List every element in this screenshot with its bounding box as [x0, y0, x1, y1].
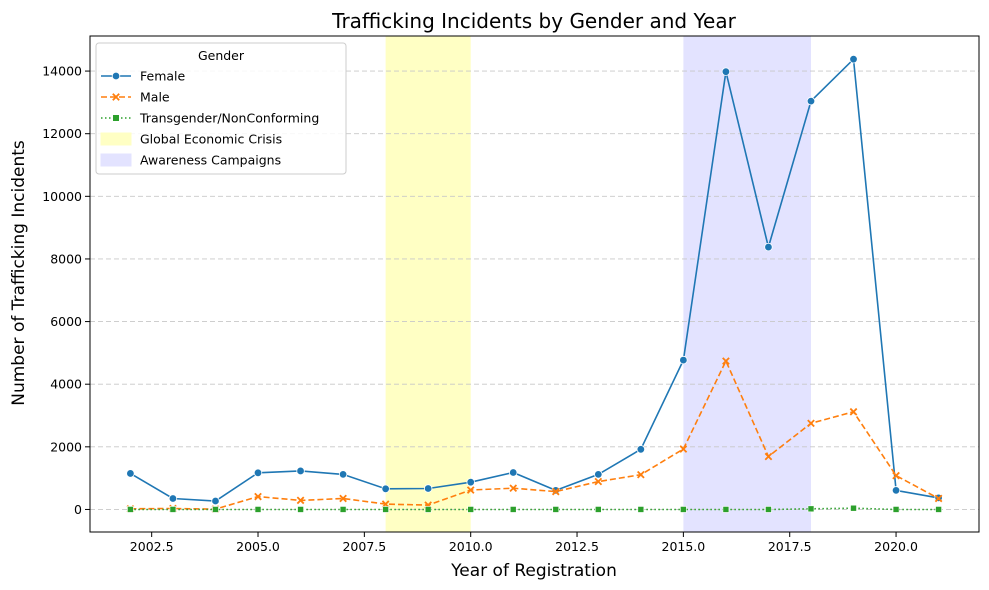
data-point-transgender-nonconforming	[382, 506, 389, 513]
x-tick-label: 2012.5	[555, 539, 599, 554]
data-point-female	[806, 96, 816, 106]
data-point-transgender-nonconforming	[212, 506, 219, 513]
data-point-male	[934, 494, 943, 503]
data-point-male	[722, 357, 730, 365]
data-point-male	[594, 477, 603, 486]
legend-label-awareness-campaigns: Awareness Campaigns	[140, 153, 281, 168]
x-tick-label: 2015.0	[662, 539, 706, 554]
legend-swatch-awareness-campaigns	[100, 153, 132, 167]
data-point-female	[636, 445, 646, 454]
data-point-transgender-nonconforming	[467, 506, 474, 513]
data-point-transgender-nonconforming	[297, 506, 304, 513]
data-point-male	[551, 487, 560, 496]
legend-marker-male	[112, 93, 120, 101]
plot-frame	[89, 35, 980, 533]
legend-marker-female	[111, 71, 121, 81]
data-point-male	[764, 452, 773, 461]
data-point-male	[807, 419, 815, 428]
data-point-male	[339, 494, 347, 503]
legend-marker-transgender-nonconforming	[113, 115, 119, 121]
data-point-female	[338, 470, 348, 479]
data-point-female	[594, 470, 603, 479]
x-tick-label: 2017.5	[768, 539, 812, 554]
data-point-male	[466, 486, 475, 494]
data-point-female	[296, 466, 305, 476]
data-point-transgender-nonconforming	[892, 506, 900, 513]
data-point-female	[211, 496, 220, 506]
data-point-female	[253, 468, 263, 478]
data-point-transgender-nonconforming	[680, 506, 687, 513]
legend-title: Gender	[198, 48, 245, 63]
data-point-transgender-nonconforming	[509, 506, 517, 513]
plot-area: 2002.5 2005.0 2007.5 2010.0 2012.5 2015.0 2017…	[42, 35, 980, 554]
legend: Gender Female Male Transgender/NonConformin…	[95, 42, 347, 175]
y-tick-label: 6000	[50, 314, 82, 329]
x-tick-label: 2007.5	[342, 539, 386, 554]
data-point-transgender-nonconforming	[722, 506, 730, 513]
data-point-female	[381, 484, 390, 493]
data-point-male	[509, 484, 518, 492]
y-tick-label: 14000	[42, 64, 82, 79]
data-point-female	[423, 484, 433, 493]
data-point-transgender-nonconforming	[595, 506, 602, 513]
data-point-transgender-nonconforming	[637, 506, 645, 513]
x-tick-label: 2010.0	[449, 539, 493, 554]
x-tick-label: 2002.5	[130, 539, 174, 554]
data-point-transgender-nonconforming	[424, 506, 432, 513]
data-point-male	[296, 496, 305, 505]
data-point-male	[637, 470, 645, 479]
legend-label-male: Male	[140, 90, 170, 105]
data-point-transgender-nonconforming	[935, 506, 942, 513]
data-point-female	[509, 468, 518, 477]
data-point-transgender-nonconforming	[127, 506, 134, 513]
x-axis-label: Year of Registration	[450, 561, 617, 581]
data-point-female	[168, 494, 178, 503]
legend-label-global-economic-crisis: Global Economic Crisis	[140, 132, 282, 147]
y-tick-label: 8000	[50, 251, 82, 266]
x-tick-label: 2005.0	[236, 539, 280, 554]
data-point-transgender-nonconforming	[254, 506, 262, 513]
series-line-male	[130, 359, 939, 510]
legend-label-female: Female	[140, 69, 186, 84]
data-point-male	[254, 492, 262, 501]
data-point-transgender-nonconforming	[765, 506, 772, 513]
data-point-male	[679, 445, 688, 453]
data-point-female	[466, 478, 475, 487]
legend-label-transgender-nonconforming: Transgender/NonConforming	[139, 111, 319, 126]
data-point-female	[849, 54, 858, 64]
y-tick-label: 4000	[50, 377, 82, 392]
chart-title: Trafficking Incidents by Gender and Year	[331, 9, 736, 33]
y-tick-label: 0	[74, 502, 82, 517]
data-point-male	[892, 471, 900, 480]
data-point-male	[849, 407, 858, 416]
x-tick-label: 2020.0	[874, 539, 918, 554]
span-global-economic-crisis	[385, 36, 471, 532]
data-point-transgender-nonconforming	[339, 506, 347, 513]
data-point-female	[679, 355, 688, 365]
legend-box	[95, 42, 347, 175]
legend-swatch-global-economic-crisis	[100, 132, 132, 146]
data-point-female	[764, 242, 773, 252]
data-point-transgender-nonconforming	[169, 506, 177, 513]
y-axis-label: Number of Trafficking Incidents	[9, 140, 29, 406]
data-point-transgender-nonconforming	[850, 504, 857, 512]
span-awareness-campaigns	[683, 36, 811, 532]
data-point-female	[126, 469, 135, 478]
data-point-female	[891, 486, 901, 495]
y-tick-label: 2000	[50, 439, 82, 454]
data-point-female	[721, 67, 731, 76]
series-line-transgender-nonconforming	[130, 507, 939, 511]
y-tick-label: 10000	[42, 189, 82, 204]
data-point-transgender-nonconforming	[807, 505, 815, 513]
data-point-transgender-nonconforming	[552, 506, 560, 513]
series-line-female	[129, 57, 939, 502]
y-tick-label: 12000	[42, 126, 82, 141]
